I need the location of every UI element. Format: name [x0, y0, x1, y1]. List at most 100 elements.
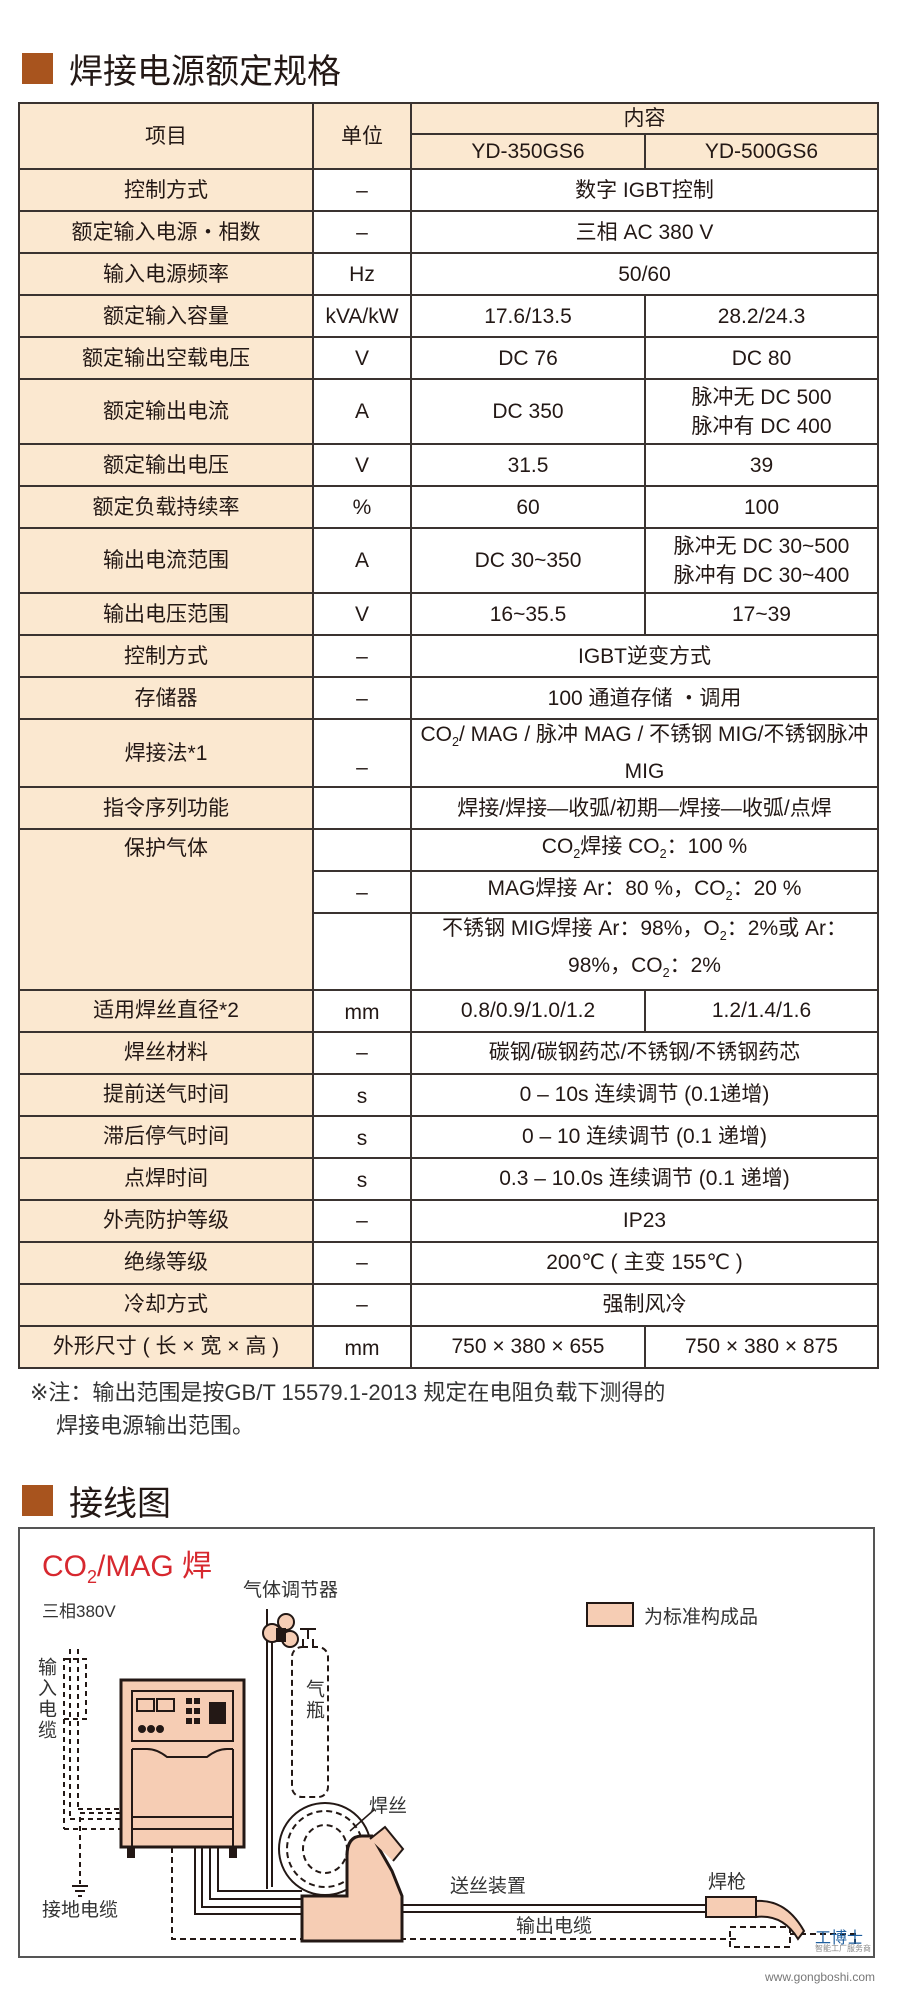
row-value: 不锈钢 MIG焊接 Ar：98%，O2：2%或 Ar：98%，CO2：2%: [410, 912, 879, 991]
row-item: 焊丝材料: [18, 1030, 314, 1075]
machine-output-cables: [194, 1847, 302, 1915]
row-item: 输入电源频率: [18, 252, 314, 296]
table-row: 额定输出电压 V 31.5 39: [18, 443, 879, 487]
row-value: 0 – 10s 连续调节 (0.1递增): [410, 1072, 879, 1117]
row-value: 碳钢/碳钢药芯/不锈钢/不锈钢药芯: [410, 1030, 879, 1075]
row-item: 额定负载持续率: [18, 485, 314, 529]
row-value: 100 通道存储 ・调用: [410, 676, 879, 720]
row-item: 滞后停气时间: [18, 1114, 314, 1159]
row-value-500: 39: [644, 443, 879, 487]
power-source-machine-icon: [119, 1678, 246, 1858]
row-value: 50/60: [410, 252, 879, 296]
table-row: 冷却方式 – 强制风冷: [18, 1282, 879, 1327]
row-unit: –: [312, 1198, 412, 1243]
footnote-line-2: 焊接电源输出范围。: [56, 1413, 255, 1438]
section-marker-icon: [22, 53, 53, 84]
row-unit: –: [312, 676, 412, 720]
table-row: 指令序列功能 焊接/焊接—收弧/初期—焊接—收弧/点焊: [18, 786, 879, 831]
row-value-350: 16~35.5: [410, 592, 646, 636]
header-content: 内容: [410, 102, 879, 135]
row-unit: kVA/kW: [312, 294, 412, 338]
row-value-500: 100: [644, 485, 879, 529]
table-row: 滞后停气时间 s 0 – 10 连续调节 (0.1 递增): [18, 1114, 879, 1159]
table-row: 额定输出空载电压 V DC 76 DC 80: [18, 336, 879, 380]
ground-cable-label: 接地电缆: [42, 1900, 119, 1921]
wire-feeder-label: 送丝装置: [450, 1876, 527, 1897]
ground-cable-icon: [72, 1812, 121, 1897]
row-value: 焊接/焊接—收弧/初期—焊接—收弧/点焊: [410, 786, 879, 831]
row-value-500: 1.2/1.4/1.6: [644, 988, 879, 1033]
legend-label: 为标准构成品: [644, 1607, 759, 1628]
row-item: 点焊时间: [18, 1156, 314, 1201]
row-value: 三相 AC 380 V: [410, 210, 879, 254]
output-cable-label: 输出电缆: [516, 1916, 593, 1937]
row-unit: –: [312, 168, 412, 212]
row-value-500: 750 × 380 × 875: [644, 1324, 879, 1369]
row-item: 保护气体: [18, 828, 314, 991]
section-title: 焊接电源额定规格: [69, 53, 341, 91]
section-title: 接线图: [69, 1485, 171, 1523]
row-item: 冷却方式: [18, 1282, 314, 1327]
row-value-500: DC 80: [644, 336, 879, 380]
row-value-500: 28.2/24.3: [644, 294, 879, 338]
input-cable-label: 输入电缆: [35, 1657, 56, 1741]
table-row: 绝缘等级 –200℃ ( 主变 155℃ ): [18, 1240, 879, 1285]
row-item: 外壳防护等级: [18, 1198, 314, 1243]
table-row: 焊丝材料 – 碳钢/碳钢药芯/不锈钢/不锈钢药芯: [18, 1030, 879, 1075]
watermark-url: www.gongboshi.com: [765, 1970, 876, 1984]
spec-section-heading: 焊接电源额定规格: [22, 44, 341, 93]
row-value-500: 脉冲无 DC 500 脉冲有 DC 400: [644, 378, 879, 445]
row-unit: –: [312, 1240, 412, 1285]
table-row: – MAG焊接 Ar：80 %，CO2：20 %: [19, 870, 879, 915]
table-row: 外形尺寸 ( 长 × 宽 × 高 ) mm 750 × 380 × 655 750 ×…: [18, 1324, 879, 1369]
table-row: 外壳防护等级 – IP23: [18, 1198, 879, 1243]
power-label: 三相380V: [42, 1602, 116, 1621]
table-row: 焊接法*1– CO2/ MAG / 脉冲 MAG / 不锈钢 MIG/不锈钢脉冲 …: [18, 717, 879, 789]
row-unit: –: [312, 1282, 412, 1327]
row-unit: s: [312, 1114, 412, 1159]
row-unit: V: [312, 592, 412, 636]
row-unit: Hz: [312, 252, 412, 296]
row-value: 数字 IGBT控制: [410, 168, 879, 212]
row-item: 额定输出空载电压: [18, 336, 314, 380]
table-row: 点焊时间 s 0.3 – 10.0s 连续调节 (0.1 递增): [18, 1156, 879, 1201]
wire-feeder-icon: [300, 1834, 404, 1943]
row-value: CO2/ MAG / 脉冲 MAG / 不锈钢 MIG/不锈钢脉冲 MIG: [410, 717, 879, 789]
row-value: 0 – 10 连续调节 (0.1 递增): [410, 1114, 879, 1159]
table-row: 控制方式 – 数字 IGBT控制: [18, 168, 879, 212]
row-value: IGBT逆变方式: [410, 634, 879, 678]
row-item: 额定输入电源・相数: [18, 210, 314, 254]
gas-bottle-label: 气瓶: [303, 1679, 324, 1721]
row-item: 额定输入容量: [18, 294, 314, 338]
wire-label: 焊丝: [369, 1796, 408, 1817]
section-marker-icon: [22, 1485, 53, 1516]
torch-label: 焊枪: [708, 1872, 747, 1893]
row-value: 200℃ ( 主变 155℃ ): [410, 1240, 879, 1285]
table-row: 控制方式 – IGBT逆变方式: [18, 634, 879, 678]
row-unit: –: [312, 210, 412, 254]
row-value-350: 750 × 380 × 655: [410, 1324, 646, 1369]
row-unit: [312, 828, 412, 873]
legend-swatch: [586, 1602, 634, 1627]
row-item: 控制方式: [18, 168, 314, 212]
row-item: 存储器: [18, 676, 314, 720]
row-value: CO2焊接 CO2：100 %: [410, 828, 879, 873]
row-unit: A: [312, 378, 412, 445]
row-item: 提前送气时间: [18, 1072, 314, 1117]
gas-regulator-label: 气体调节器: [243, 1580, 339, 1601]
row-item: 输出电流范围: [18, 527, 314, 594]
row-unit: s: [312, 1156, 412, 1201]
row-item: 额定输出电压: [18, 443, 314, 487]
row-unit: –: [312, 870, 412, 915]
row-item: 绝缘等级: [18, 1240, 314, 1285]
row-value: 强制风冷: [410, 1282, 879, 1327]
row-unit: V: [312, 443, 412, 487]
row-value: IP23: [410, 1198, 879, 1243]
row-value-350: DC 76: [410, 336, 646, 380]
spec-table: 项目 单位 内容 YD-350GS6 YD-500GS6 控制方式 – 数字 IGB…: [18, 102, 879, 1369]
table-row: 保护气体 CO2焊接 CO2：100 %: [18, 828, 879, 991]
row-item: 额定输出电流: [18, 378, 314, 445]
row-value-500: 脉冲无 DC 30~500 脉冲有 DC 30~400: [644, 527, 879, 594]
footnote-line-1: ※注：输出范围是按GB/T 15579.1-2013 规定在电阻负载下测得的: [30, 1380, 666, 1405]
table-row: 额定输出电流 A DC 350 脉冲无 DC 500 脉冲有 DC 400: [18, 378, 879, 445]
